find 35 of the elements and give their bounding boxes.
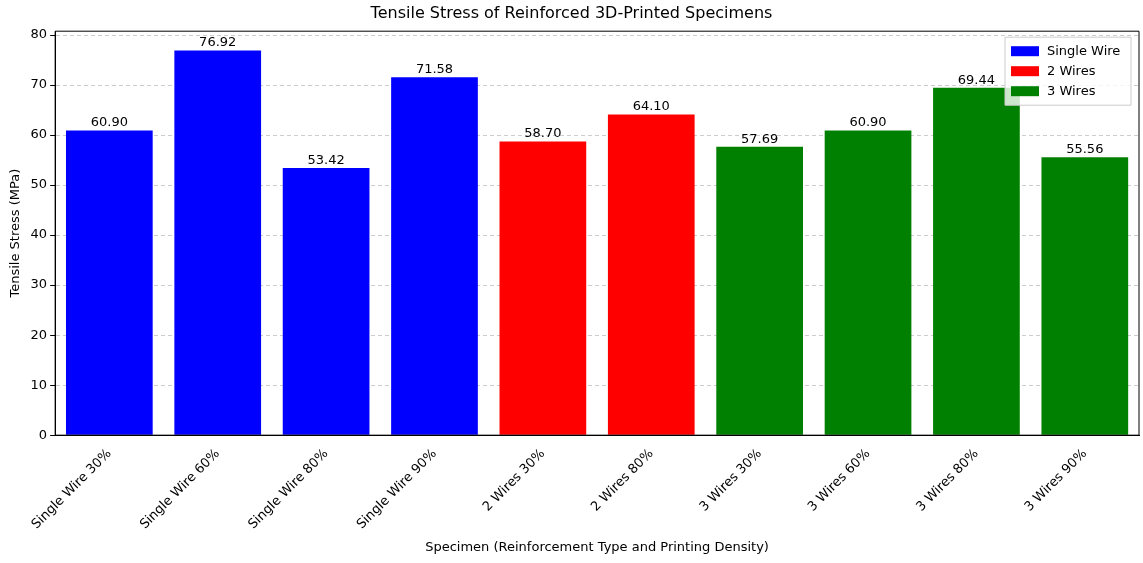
y-axis-title: Tensile Stress (MPa)	[7, 168, 23, 299]
y-tick-label: 30	[30, 276, 48, 292]
bar	[607, 114, 695, 435]
bar	[824, 130, 912, 435]
x-axis-title: Specimen (Reinforcement Type and Printing Density)	[425, 538, 769, 554]
data-label: 53.42	[307, 151, 345, 167]
y-tick-label: 0	[38, 426, 48, 442]
legend-label: 3 Wires	[1047, 82, 1096, 98]
data-label: 60.90	[90, 114, 128, 130]
y-tick-label: 60	[30, 126, 48, 142]
y-tick-label: 40	[30, 226, 48, 242]
legend-label: Single Wire	[1047, 42, 1121, 58]
data-label: 55.56	[1066, 141, 1104, 157]
bar	[391, 77, 478, 435]
data-label: 57.69	[741, 130, 779, 146]
bar	[1041, 157, 1129, 435]
data-label: 60.90	[849, 114, 887, 130]
bar	[716, 146, 803, 435]
legend-label: 2 Wires	[1047, 62, 1096, 78]
bar	[282, 167, 370, 435]
y-tick-label: 80	[30, 26, 48, 42]
y-tick-label: 50	[30, 176, 48, 192]
y-tick-label: 20	[30, 326, 48, 342]
bar	[499, 141, 587, 435]
y-tick-label: 70	[30, 76, 48, 92]
chart-title: Tensile Stress of Reinforced 3D-Printed Specimens	[369, 2, 773, 22]
y-tick-label: 10	[30, 376, 48, 392]
bar	[65, 130, 153, 435]
data-label: 58.70	[524, 125, 562, 141]
data-label: 64.10	[632, 98, 670, 114]
bar	[174, 50, 262, 435]
bar	[933, 87, 1020, 435]
data-label: 76.92	[199, 34, 237, 50]
data-label: 71.58	[415, 61, 454, 77]
data-label: 69.44	[957, 71, 996, 87]
